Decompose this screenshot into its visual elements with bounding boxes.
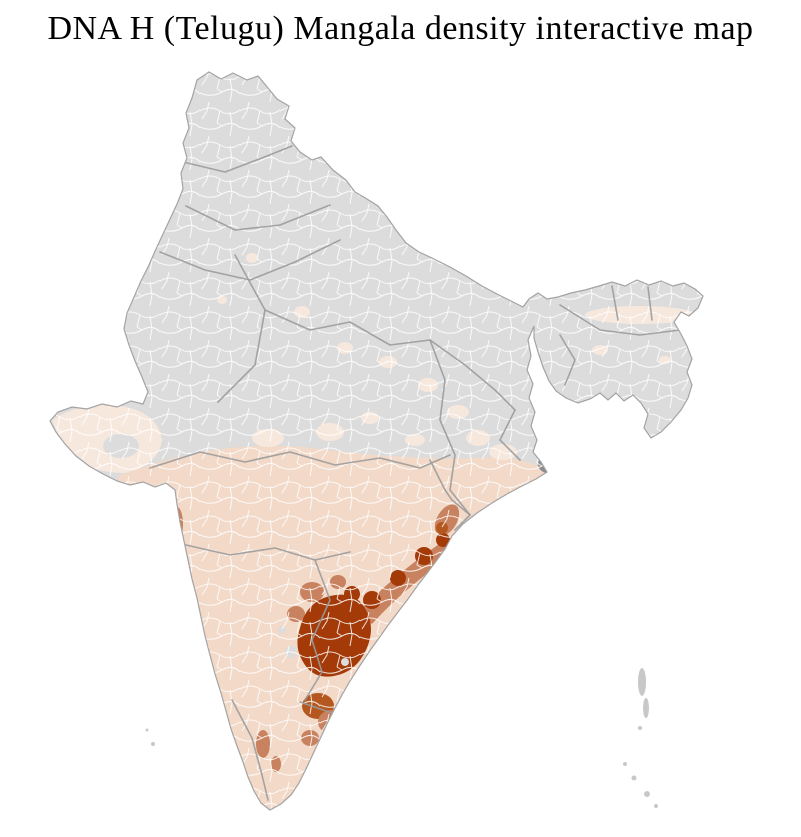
region-konkan-goa-dark[interactable] <box>173 531 181 545</box>
andaman-nicobar-islands[interactable] <box>623 668 658 808</box>
lakshadweep-islands[interactable] <box>145 728 156 747</box>
india-outline <box>49 71 704 811</box>
district-mesh-overlay <box>50 72 703 810</box>
page-title: DNA H (Telugu) Mangala density interacti… <box>47 10 754 47</box>
district-patch[interactable] <box>693 317 707 327</box>
state-borders <box>149 145 681 801</box>
